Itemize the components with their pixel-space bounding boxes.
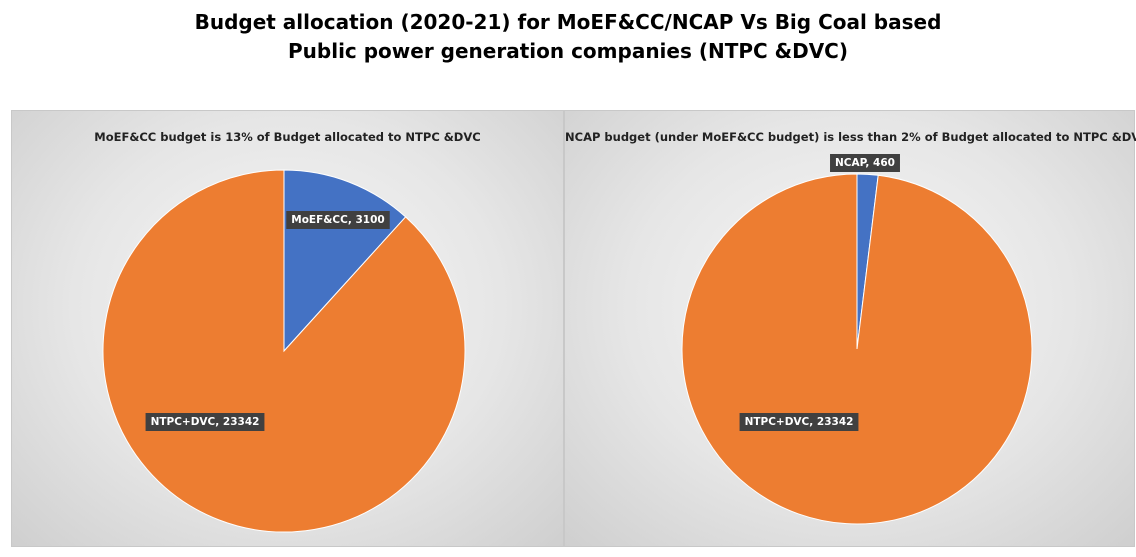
data-label-ncap: NCAP, 460 bbox=[830, 154, 900, 172]
data-label-ntpc-dvc: NTPC+DVC, 23342 bbox=[739, 413, 859, 431]
main-title: Budget allocation (2020-21) for MoEF&CC/… bbox=[0, 8, 1136, 66]
svg-text:NCAP, 460: NCAP, 460 bbox=[835, 157, 895, 169]
chart-panel-ncap: NCAP budget (under MoEF&CC budget) is le… bbox=[564, 110, 1136, 547]
pie-chart-ncap: NCAP, 460 NTPC+DVC, 23342 bbox=[681, 154, 1033, 525]
svg-text:NTPC+DVC, 23342: NTPC+DVC, 23342 bbox=[745, 416, 854, 428]
data-label-moef-cc: MoEF&CC, 3100 bbox=[286, 211, 390, 229]
data-label-ntpc-dvc: NTPC+DVC, 23342 bbox=[145, 413, 265, 431]
chart-title-moefcc: MoEF&CC budget is 13% of Budget allocate… bbox=[94, 130, 481, 144]
svg-text:MoEF&CC, 3100: MoEF&CC, 3100 bbox=[291, 214, 384, 226]
pie-slice-ntpc-dvc bbox=[102, 169, 466, 533]
pie-chart-moefcc: MoEF&CC, 3100 NTPC+DVC, 23342 bbox=[102, 169, 466, 533]
svg-text:NTPC+DVC, 23342: NTPC+DVC, 23342 bbox=[151, 416, 260, 428]
pie-slice-ntpc-dvc bbox=[681, 173, 1033, 525]
chart-title-ncap: NCAP budget (under MoEF&CC budget) is le… bbox=[565, 130, 1136, 144]
main-title-line-2: Public power generation companies (NTPC … bbox=[288, 39, 848, 63]
main-title-line-1: Budget allocation (2020-21) for MoEF&CC/… bbox=[194, 10, 942, 34]
chart-panel-moefcc: MoEF&CC budget is 13% of Budget allocate… bbox=[11, 110, 564, 547]
